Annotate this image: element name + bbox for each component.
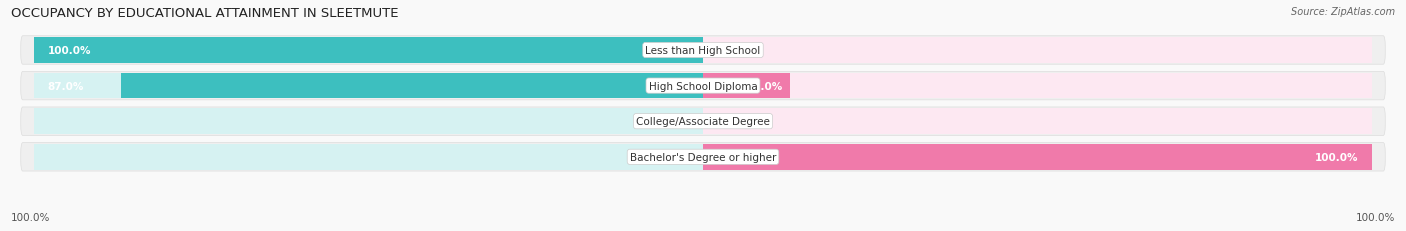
Text: 0.0%: 0.0% (717, 46, 745, 56)
Text: 100.0%: 100.0% (11, 212, 51, 222)
Bar (703, 144, 1372, 170)
Text: 13.0%: 13.0% (747, 81, 783, 91)
Text: 0.0%: 0.0% (717, 117, 745, 127)
Bar (34, 38, 703, 64)
Bar (703, 109, 1372, 134)
Bar (703, 144, 1372, 170)
Text: OCCUPANCY BY EDUCATIONAL ATTAINMENT IN SLEETMUTE: OCCUPANCY BY EDUCATIONAL ATTAINMENT IN S… (11, 7, 399, 20)
Bar (34, 38, 703, 64)
Text: 87.0%: 87.0% (48, 81, 84, 91)
FancyBboxPatch shape (21, 72, 1385, 100)
Text: High School Diploma: High School Diploma (648, 81, 758, 91)
Text: 100.0%: 100.0% (1355, 212, 1395, 222)
Bar (34, 109, 703, 134)
Text: 0.0%: 0.0% (661, 117, 689, 127)
Text: 100.0%: 100.0% (48, 46, 91, 56)
Bar (34, 144, 703, 170)
Text: Less than High School: Less than High School (645, 46, 761, 56)
Text: 0.0%: 0.0% (661, 152, 689, 162)
Bar (34, 73, 703, 99)
Bar (121, 73, 703, 99)
Bar (703, 73, 790, 99)
Bar (703, 38, 1372, 64)
Text: Source: ZipAtlas.com: Source: ZipAtlas.com (1291, 7, 1395, 17)
FancyBboxPatch shape (21, 143, 1385, 171)
Text: 100.0%: 100.0% (1315, 152, 1358, 162)
Bar (703, 73, 1372, 99)
FancyBboxPatch shape (21, 107, 1385, 136)
Text: College/Associate Degree: College/Associate Degree (636, 117, 770, 127)
FancyBboxPatch shape (21, 36, 1385, 65)
Text: Bachelor's Degree or higher: Bachelor's Degree or higher (630, 152, 776, 162)
